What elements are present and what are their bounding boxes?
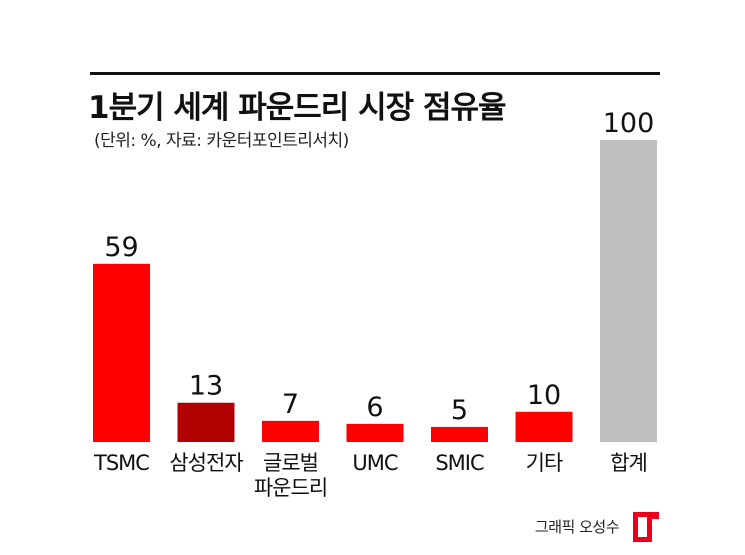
chart-subtitle: (단위: %, 자료: 카운터포인트리서치) (94, 131, 349, 151)
bar-value-label-4: 5 (451, 395, 468, 426)
category-label-2-line-1: 파운드리 (254, 476, 327, 500)
graphic-credit: 그래픽 오성수 (534, 518, 620, 536)
category-label-3: UMC (352, 451, 397, 475)
category-label-5: 기타 (526, 451, 563, 475)
bar-2 (262, 420, 319, 442)
bar-value-label-5: 10 (527, 380, 561, 411)
category-label-6: 합계 (610, 451, 647, 475)
bar-value-label-6: 100 (603, 108, 655, 139)
bar-1 (177, 402, 235, 442)
title-rule (90, 72, 660, 75)
bar-value-label-1: 13 (189, 371, 223, 402)
bar-value-label-3: 6 (366, 392, 383, 423)
bar-3 (346, 423, 404, 442)
bar-6 (600, 140, 657, 442)
red-bracket-logo-icon (633, 512, 659, 542)
chart-title: 1분기 세계 파운드리 시장 점유율 (88, 90, 506, 126)
category-label-0: TSMC (93, 451, 149, 475)
category-label-2-line-0: 글로벌 (263, 451, 318, 475)
category-label-1: 삼성전자 (169, 451, 243, 475)
bar-5 (515, 411, 573, 442)
bar-4 (431, 426, 488, 442)
category-label-4: SMIC (435, 451, 484, 475)
bar-0 (93, 263, 150, 442)
bar-value-label-0: 59 (104, 232, 138, 263)
bar-value-label-2: 7 (282, 389, 299, 420)
